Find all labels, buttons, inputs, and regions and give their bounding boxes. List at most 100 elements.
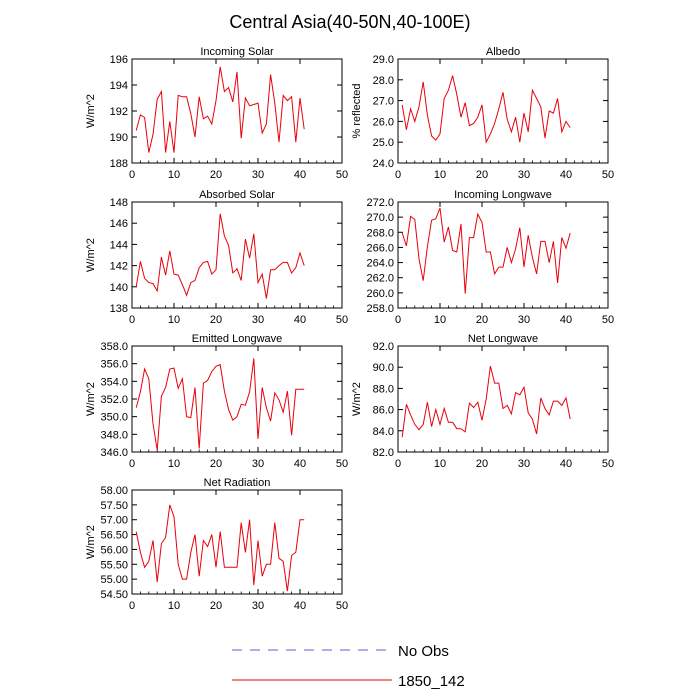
- x-tick-label: 10: [168, 314, 180, 326]
- x-tick-label: 0: [129, 169, 135, 181]
- x-tick-label: 10: [434, 458, 446, 470]
- panel-title: Incoming Solar: [200, 46, 274, 58]
- y-tick-label: 264.0: [366, 258, 394, 270]
- legend-label-1850-142: 1850_142: [398, 673, 465, 690]
- y-tick-label: 146: [110, 218, 128, 230]
- y-tick-label: 90.0: [373, 362, 394, 374]
- y-tick-label: 258.0: [366, 303, 394, 315]
- plot-frame: [397, 345, 609, 453]
- panel-title: Net Radiation: [204, 477, 271, 489]
- x-tick-label: 40: [560, 314, 572, 326]
- legend: No Obs 1850_142: [232, 643, 465, 690]
- y-tick-label: 56.00: [100, 544, 128, 556]
- y-tick-label: 148: [110, 197, 128, 209]
- x-tick-label: 10: [434, 314, 446, 326]
- y-axis-label: W/m^2: [85, 238, 97, 272]
- x-tick-label: 0: [129, 314, 135, 326]
- x-tick-label: 50: [336, 458, 348, 470]
- panel-title: Net Longwave: [468, 333, 538, 345]
- x-tick-label: 0: [129, 600, 135, 612]
- x-tick-label: 10: [434, 169, 446, 181]
- series-line-1850-142: [401, 365, 571, 438]
- x-tick-label: 20: [210, 314, 222, 326]
- panel-title: Emitted Longwave: [192, 333, 283, 345]
- y-axis-label: W/m^2: [85, 525, 97, 559]
- x-tick-label: 30: [252, 458, 264, 470]
- y-tick-label: 84.0: [373, 426, 394, 438]
- legend-label-no-obs: No Obs: [398, 643, 449, 660]
- y-tick-label: 25.0: [373, 137, 394, 149]
- x-tick-label: 20: [210, 600, 222, 612]
- x-tick-label: 20: [476, 169, 488, 181]
- y-tick-label: 192: [110, 106, 128, 118]
- y-tick-label: 27.0: [373, 96, 394, 108]
- y-tick-label: 262.0: [366, 273, 394, 285]
- panel-title: Albedo: [486, 46, 520, 58]
- y-tick-label: 29.0: [373, 54, 394, 66]
- x-tick-label: 10: [168, 169, 180, 181]
- panel-title: Incoming Longwave: [454, 189, 552, 201]
- x-tick-label: 20: [476, 458, 488, 470]
- y-tick-label: 194: [110, 80, 128, 92]
- y-tick-label: 24.0: [373, 158, 394, 170]
- y-tick-label: 354.0: [100, 376, 128, 388]
- y-axis-label: % reflected: [351, 83, 363, 138]
- y-tick-label: 88.0: [373, 383, 394, 395]
- y-tick-label: 358.0: [100, 341, 128, 353]
- series-line-1850-142: [135, 358, 305, 451]
- figure-title: Central Asia(40-50N,40-100E): [229, 12, 470, 32]
- x-tick-label: 40: [294, 600, 306, 612]
- x-tick-label: 50: [336, 314, 348, 326]
- y-tick-label: 352.0: [100, 394, 128, 406]
- panel-net-radiation: Net Radiation 0 10 20 30 40 50 54.50 55.00 55.50 5…: [85, 477, 348, 612]
- panels: Incoming Solar 0 10 20 30 40 50 188 190 192 194 196…: [85, 46, 614, 612]
- panel-albedo: Albedo 0 10 20 30 40 50 24.0 25.0 26.0 27.0 28.0 29.…: [351, 46, 614, 181]
- y-tick-label: 138: [110, 303, 128, 315]
- x-tick-label: 0: [395, 314, 401, 326]
- plot-frame: [131, 489, 343, 595]
- y-tick-label: 26.0: [373, 116, 394, 128]
- plot-frame: [397, 58, 609, 164]
- y-tick-label: 28.0: [373, 75, 394, 87]
- y-tick-label: 266.0: [366, 242, 394, 254]
- plot-frame: [397, 201, 609, 309]
- y-tick-label: 92.0: [373, 341, 394, 353]
- series-line-1850-142: [135, 213, 305, 299]
- y-tick-label: 54.50: [100, 589, 128, 601]
- plot-frame: [131, 201, 343, 309]
- x-tick-label: 30: [252, 169, 264, 181]
- y-axis-label: W/m^2: [85, 382, 97, 416]
- y-tick-label: 268.0: [366, 227, 394, 239]
- y-tick-label: 57.50: [100, 500, 128, 512]
- y-tick-label: 346.0: [100, 447, 128, 459]
- x-tick-label: 20: [476, 314, 488, 326]
- x-tick-label: 50: [602, 169, 614, 181]
- y-tick-label: 142: [110, 261, 128, 273]
- panel-emitted-longwave: Emitted Longwave 0 10 20 30 40 50 346.0 348.0 350…: [85, 333, 348, 470]
- x-tick-label: 0: [129, 458, 135, 470]
- y-tick-label: 82.0: [373, 447, 394, 459]
- x-tick-label: 30: [518, 169, 530, 181]
- x-tick-label: 30: [518, 314, 530, 326]
- y-tick-label: 188: [110, 158, 128, 170]
- x-tick-label: 10: [168, 458, 180, 470]
- x-tick-label: 40: [560, 458, 572, 470]
- y-tick-label: 144: [110, 239, 128, 251]
- x-tick-label: 40: [560, 169, 572, 181]
- panel-title: Absorbed Solar: [199, 189, 275, 201]
- y-tick-label: 196: [110, 54, 128, 66]
- x-tick-label: 0: [395, 169, 401, 181]
- x-tick-label: 40: [294, 314, 306, 326]
- y-tick-label: 140: [110, 282, 128, 294]
- y-tick-label: 58.00: [100, 485, 128, 497]
- series-line-1850-142: [401, 207, 571, 294]
- series-line-1850-142: [401, 75, 571, 144]
- x-tick-label: 50: [602, 458, 614, 470]
- x-tick-label: 50: [602, 314, 614, 326]
- y-tick-label: 348.0: [100, 429, 128, 441]
- y-tick-label: 260.0: [366, 288, 394, 300]
- y-tick-label: 190: [110, 132, 128, 144]
- panel-net-longwave: Net Longwave 0 10 20 30 40 50 82.0 84.0 86.0 88.0 9…: [351, 333, 614, 470]
- series-line-1850-142: [135, 66, 305, 153]
